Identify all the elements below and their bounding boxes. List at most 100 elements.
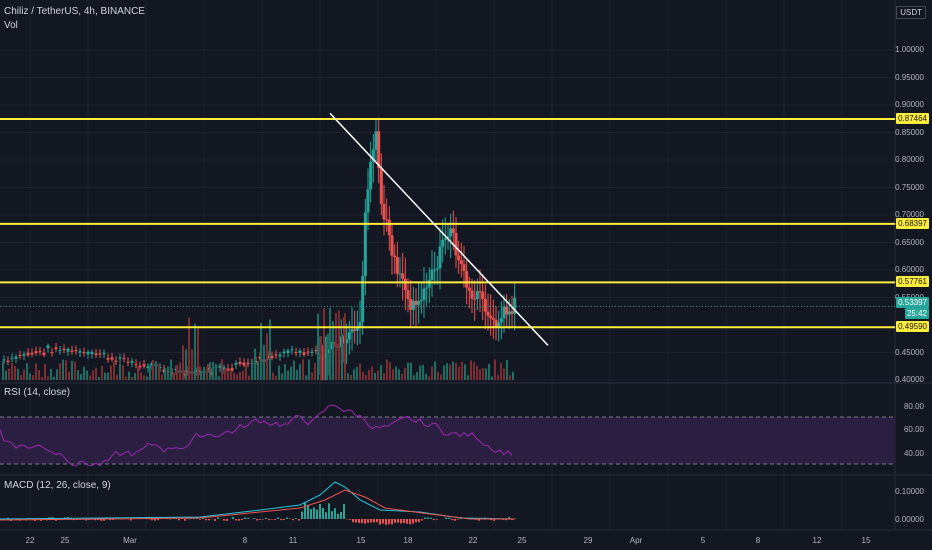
volume-bar (335, 312, 337, 380)
candle (435, 268, 439, 270)
volume-bar (491, 376, 493, 380)
macd-histogram-bar (298, 519, 300, 521)
macd-histogram-bar (349, 519, 351, 520)
candle (6, 360, 10, 363)
volume-bar (206, 366, 208, 380)
candle (46, 345, 50, 349)
candle (425, 287, 429, 289)
volume-bar (434, 361, 436, 380)
candle (451, 228, 455, 234)
volume-bar (14, 365, 16, 380)
candle (74, 350, 78, 352)
macd-histogram-bar (337, 513, 339, 519)
volume-bar (305, 375, 307, 380)
candle (377, 131, 381, 168)
volume-bar (260, 322, 262, 380)
macd-histogram-bar (382, 519, 384, 524)
volume-bar (140, 372, 142, 380)
candle (390, 235, 394, 256)
volume-bar (32, 375, 34, 380)
candle (483, 298, 487, 312)
candle (86, 351, 90, 355)
volume-bar (467, 375, 469, 380)
price-tick: 0.65000 (895, 237, 924, 247)
candle (22, 354, 26, 356)
time-tick: 25 (60, 536, 70, 545)
macd-histogram-bar (433, 519, 435, 521)
volume-bar (341, 334, 343, 380)
candle (30, 352, 34, 355)
candle (449, 228, 453, 237)
candle (497, 322, 501, 328)
candle (34, 351, 38, 354)
macd-histogram-bar (184, 519, 186, 521)
volume-bar (170, 359, 172, 380)
candle (226, 368, 230, 372)
candle (353, 329, 357, 331)
macd-histogram-bar (358, 519, 360, 523)
volume-bar (242, 370, 244, 380)
time-tick: Mar (123, 536, 137, 545)
candle (98, 353, 102, 355)
time-tick: 25 (517, 536, 527, 545)
macd-histogram-bar (412, 519, 414, 524)
macd-histogram-bar (238, 519, 240, 521)
bar-countdown-tag: 25:42 (904, 308, 929, 320)
volume-bar (443, 365, 445, 380)
volume-bar (191, 349, 193, 380)
candle (38, 351, 42, 353)
candle (142, 364, 146, 367)
candle (218, 365, 222, 368)
candle (510, 311, 514, 314)
candle (290, 349, 294, 351)
time-tick: 29 (583, 536, 593, 545)
price-tick: 0.60000 (895, 265, 924, 274)
candle (502, 306, 506, 319)
candle (2, 359, 6, 361)
macd-histogram-bar (355, 519, 357, 523)
volume-bar (188, 317, 190, 380)
time-tick: 15 (356, 536, 366, 545)
macd-histogram-bar (274, 519, 276, 520)
volume-bar (164, 367, 166, 380)
macd-histogram-bar (334, 508, 336, 519)
volume-bar (365, 374, 367, 380)
macd-histogram-bar (370, 519, 372, 523)
candle (306, 351, 310, 353)
volume-bar (131, 376, 133, 380)
volume-bar (5, 370, 7, 380)
volume-bar (494, 359, 496, 380)
macd-histogram-bar (406, 519, 408, 524)
volume-bar (44, 363, 46, 380)
macd-histogram-bar (445, 517, 447, 519)
volume-bar (320, 336, 322, 380)
candle (355, 327, 359, 331)
price-tick: 0.95000 (895, 72, 924, 82)
macd-histogram-bar (277, 517, 279, 519)
macd-histogram-bar (421, 519, 423, 521)
currency-badge[interactable]: USDT (896, 6, 926, 19)
macd-histogram-bar (208, 519, 210, 521)
macd-tick: 0.00000 (895, 515, 924, 524)
volume-bar (110, 365, 112, 380)
candle (242, 362, 246, 366)
volume-bar (221, 359, 223, 380)
volume-bar (458, 366, 460, 380)
candle (486, 311, 490, 316)
candle (126, 361, 130, 363)
candle (286, 350, 290, 353)
macd-histogram-bar (418, 519, 420, 523)
macd-histogram-bar (262, 519, 264, 520)
volume-bar (38, 369, 40, 380)
macd-label: MACD (12, 26, close, 9) (4, 480, 111, 491)
candle (411, 300, 415, 310)
volume-bar (212, 361, 214, 380)
candle (42, 352, 46, 356)
macd-histogram-bar (340, 511, 342, 519)
macd-histogram-bar (103, 519, 105, 521)
macd-histogram-bar (259, 519, 261, 520)
macd-histogram-bar (217, 517, 219, 519)
candle (350, 329, 354, 333)
volume-bar (350, 374, 352, 380)
